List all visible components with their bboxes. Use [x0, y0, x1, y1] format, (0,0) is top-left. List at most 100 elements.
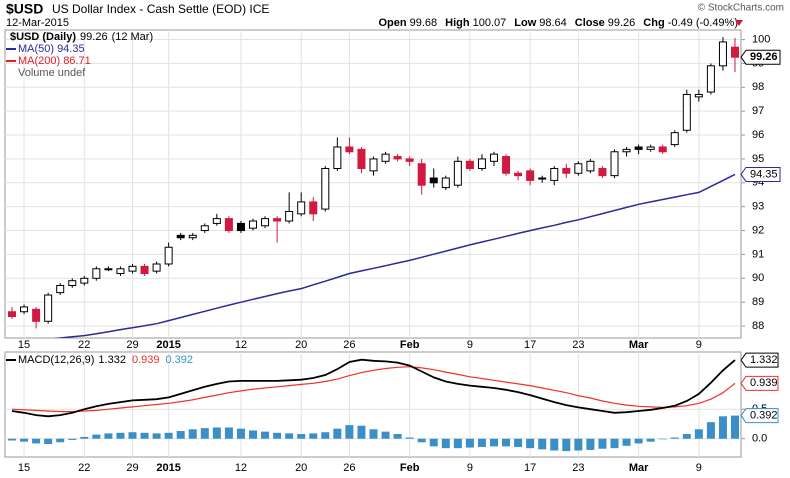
legend-macd: MACD(12,26,9) 1.332 0.939 0.392: [18, 354, 193, 366]
histogram-bar: [285, 433, 294, 439]
candle-body: [140, 265, 149, 275]
histogram-bar: [212, 427, 221, 439]
legend-macd-part: 0.939: [132, 354, 160, 366]
x-tick-label: 15: [18, 462, 30, 474]
legend-macd-part: 1.332: [98, 354, 126, 366]
value-tag-label: 1.332: [750, 354, 778, 366]
histogram-bar: [670, 437, 679, 439]
x-tick-label: 26: [343, 462, 355, 474]
histogram-bar: [598, 438, 607, 449]
candle-body: [670, 132, 679, 146]
quote-part: 98.64: [539, 17, 567, 29]
histogram-bar: [80, 436, 89, 439]
histogram-bar: [188, 429, 197, 439]
histogram-bar: [297, 433, 306, 439]
histogram-bar: [490, 438, 498, 447]
histogram-bar: [550, 438, 559, 451]
histogram-bar: [236, 428, 245, 439]
quote: Open 99.68 High 100.07 Low 98.64 Close 99.26 Chg…: [379, 17, 739, 29]
candle-body: [393, 156, 402, 160]
legend-ma200: MA(200) 86.71: [18, 55, 91, 67]
y-tick-label: 100: [752, 33, 770, 45]
candle-body: [514, 172, 523, 177]
histogram-bar: [694, 429, 703, 439]
legend-macd-part: 0.392: [165, 354, 193, 366]
histogram-bar: [574, 438, 583, 451]
candle-body: [249, 220, 257, 229]
quote-part: Open: [379, 17, 407, 29]
candle-body: [658, 146, 667, 153]
candle-body: [309, 201, 318, 215]
quote-part: 100.07: [473, 17, 507, 29]
histogram-bar: [152, 433, 161, 439]
histogram-bar: [477, 438, 486, 447]
x-tick-label: Feb: [400, 339, 420, 351]
candle-body: [538, 177, 547, 180]
candle-body: [634, 146, 643, 150]
histogram-bar: [718, 416, 727, 439]
histogram-bar: [32, 438, 41, 444]
histogram-bar: [453, 438, 462, 449]
candle-body: [56, 284, 65, 294]
candle-body: [574, 163, 583, 174]
candle-body: [706, 65, 715, 93]
quote-part: High: [445, 17, 470, 29]
candle-body: [694, 93, 703, 98]
x-tick-label: Feb: [400, 462, 420, 474]
y-tick-label: 0.0: [752, 433, 767, 445]
change-arrow: [735, 20, 743, 26]
value-tag-label: 94.35: [750, 168, 778, 180]
histogram-bar: [273, 432, 282, 439]
histogram-bar: [176, 431, 185, 439]
price-plot: [5, 30, 741, 338]
candle-body: [622, 148, 631, 153]
x-tick-label: 23: [572, 339, 584, 351]
candle-body: [502, 156, 511, 174]
candle-body: [718, 41, 727, 67]
y-tick-label: 97: [752, 105, 764, 117]
candle-body: [200, 225, 209, 232]
histogram-bar: [381, 431, 390, 439]
candle-body: [321, 167, 330, 210]
quote-part: Chg: [643, 17, 664, 29]
value-tag: [740, 408, 779, 424]
candle-body: [273, 218, 282, 222]
histogram-bar: [92, 434, 101, 439]
x-tick-label: Mar: [629, 462, 649, 474]
histogram-bar: [610, 438, 619, 449]
candle-body: [357, 148, 366, 169]
value-tag: [740, 49, 781, 65]
histogram-bar: [333, 428, 342, 439]
candle-body: [490, 153, 498, 162]
histogram-bar: [104, 433, 113, 439]
histogram-bar: [224, 427, 233, 439]
histogram-bar: [538, 438, 547, 450]
histogram-bar: [526, 438, 535, 449]
legend-macd-part: MACD(12,26,9): [18, 354, 94, 366]
legend-volume: Volume undef: [18, 67, 86, 79]
histogram-bar: [706, 422, 715, 439]
x-tick-label: 9: [467, 462, 473, 474]
histogram-bar: [417, 438, 426, 443]
legend-price-part: 99.26: [80, 31, 108, 43]
candle-body: [128, 265, 137, 272]
histogram-bar: [309, 433, 318, 439]
instrument-name: US Dollar Index - Cash Settle (EOD) ICE: [52, 2, 269, 16]
y-tick-label: 89: [752, 296, 764, 308]
value-tag: [740, 166, 781, 182]
histogram-bar: [502, 438, 511, 447]
candle-body: [212, 218, 221, 224]
candle-body: [441, 177, 450, 189]
candle-body: [297, 201, 306, 215]
x-tick-label: 29: [126, 339, 138, 351]
quote-part: 99.68: [410, 17, 438, 29]
candle-body: [682, 93, 691, 131]
legend-ma50-part: 94.35: [57, 43, 85, 55]
histogram-bar: [562, 438, 571, 452]
quote-part: -0.49 (-0.49%): [668, 17, 738, 29]
candle-body: [8, 311, 16, 318]
histogram-bar: [429, 438, 438, 447]
histogram-bar: [200, 428, 209, 439]
candle-body: [610, 151, 619, 177]
